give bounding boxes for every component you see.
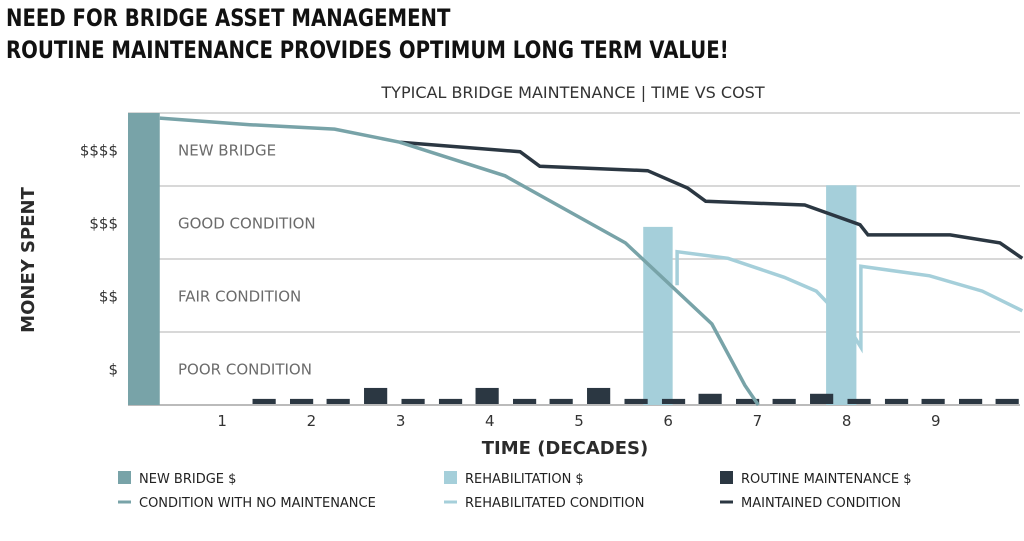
routine-maintenance-bar — [810, 393, 834, 404]
rehabilitation-bar — [643, 226, 673, 405]
band-label: GOOD CONDITION — [178, 215, 316, 233]
x-axis-label: TIME (DECADES) — [482, 438, 648, 459]
routine-maintenance-bar — [921, 398, 945, 404]
legend-label: MAINTAINED CONDITION — [741, 496, 901, 511]
x-tick-label: 6 — [663, 412, 673, 430]
y-axis-label: MONEY SPENT — [18, 186, 39, 332]
legend-label: REHABILITATED CONDITION — [465, 496, 644, 511]
routine-maintenance-bar — [661, 398, 686, 404]
y-tick-label: $$$$ — [80, 142, 118, 160]
x-tick-label: 1 — [217, 412, 227, 430]
routine-maintenance-bar — [326, 398, 350, 404]
rehabilitated-condition-line — [853, 264, 1024, 354]
routine-maintenance-bar — [735, 398, 760, 404]
new-bridge-bar — [128, 113, 160, 405]
headline-line-2: ROUTINE MAINTENANCE PROVIDES OPTIMUM LON… — [6, 36, 729, 64]
x-tick-label: 9 — [931, 412, 941, 430]
band-label: NEW BRIDGE — [178, 142, 276, 160]
routine-maintenance-bar — [698, 393, 722, 404]
x-tick-label: 3 — [396, 412, 406, 430]
legend-swatch — [118, 471, 131, 484]
routine-maintenance-bar — [401, 398, 425, 404]
routine-maintenance-bar — [475, 387, 499, 404]
routine-maintenance-bar — [289, 398, 314, 404]
legend-label: ROUTINE MAINTENANCE $ — [741, 472, 912, 487]
y-tick-label: $$$ — [89, 215, 118, 233]
chart-title: TYPICAL BRIDGE MAINTENANCE | TIME VS COS… — [380, 83, 764, 102]
legend-swatch — [720, 471, 733, 484]
routine-maintenance-bar — [587, 387, 611, 404]
routine-maintenance-bar — [884, 398, 909, 404]
x-tick-label: 5 — [574, 412, 584, 430]
no-maintenance-condition-line — [159, 116, 760, 406]
y-tick-label: $$ — [99, 288, 118, 306]
routine-maintenance-bar — [364, 387, 388, 404]
routine-maintenance-bar — [512, 398, 537, 404]
routine-maintenance-bar — [847, 398, 871, 404]
routine-maintenance-bar — [772, 398, 796, 404]
routine-maintenance-bar — [995, 398, 1019, 404]
routine-maintenance-bar — [624, 398, 648, 404]
legend-swatch — [444, 471, 457, 484]
x-tick-label: 8 — [842, 412, 852, 430]
legend-label: CONDITION WITH NO MAINTENANCE — [139, 496, 376, 511]
legend-label: REHABILITATION $ — [465, 472, 584, 487]
x-tick-label: 4 — [485, 412, 495, 430]
x-tick-label: 2 — [307, 412, 317, 430]
band-label: POOR CONDITION — [178, 361, 312, 379]
headline-line-1: NEED FOR BRIDGE ASSET MANAGEMENT — [6, 4, 451, 32]
routine-maintenance-bar — [438, 398, 463, 404]
y-tick-label: $ — [108, 361, 118, 379]
legend-label: NEW BRIDGE $ — [139, 472, 236, 487]
rehabilitated-condition-line — [675, 249, 831, 307]
band-label: FAIR CONDITION — [178, 288, 301, 306]
routine-maintenance-bar — [958, 398, 983, 404]
routine-maintenance-bar — [252, 398, 276, 404]
maintained-condition-line — [399, 140, 1024, 260]
x-tick-label: 7 — [753, 412, 763, 430]
routine-maintenance-bar — [549, 398, 573, 404]
